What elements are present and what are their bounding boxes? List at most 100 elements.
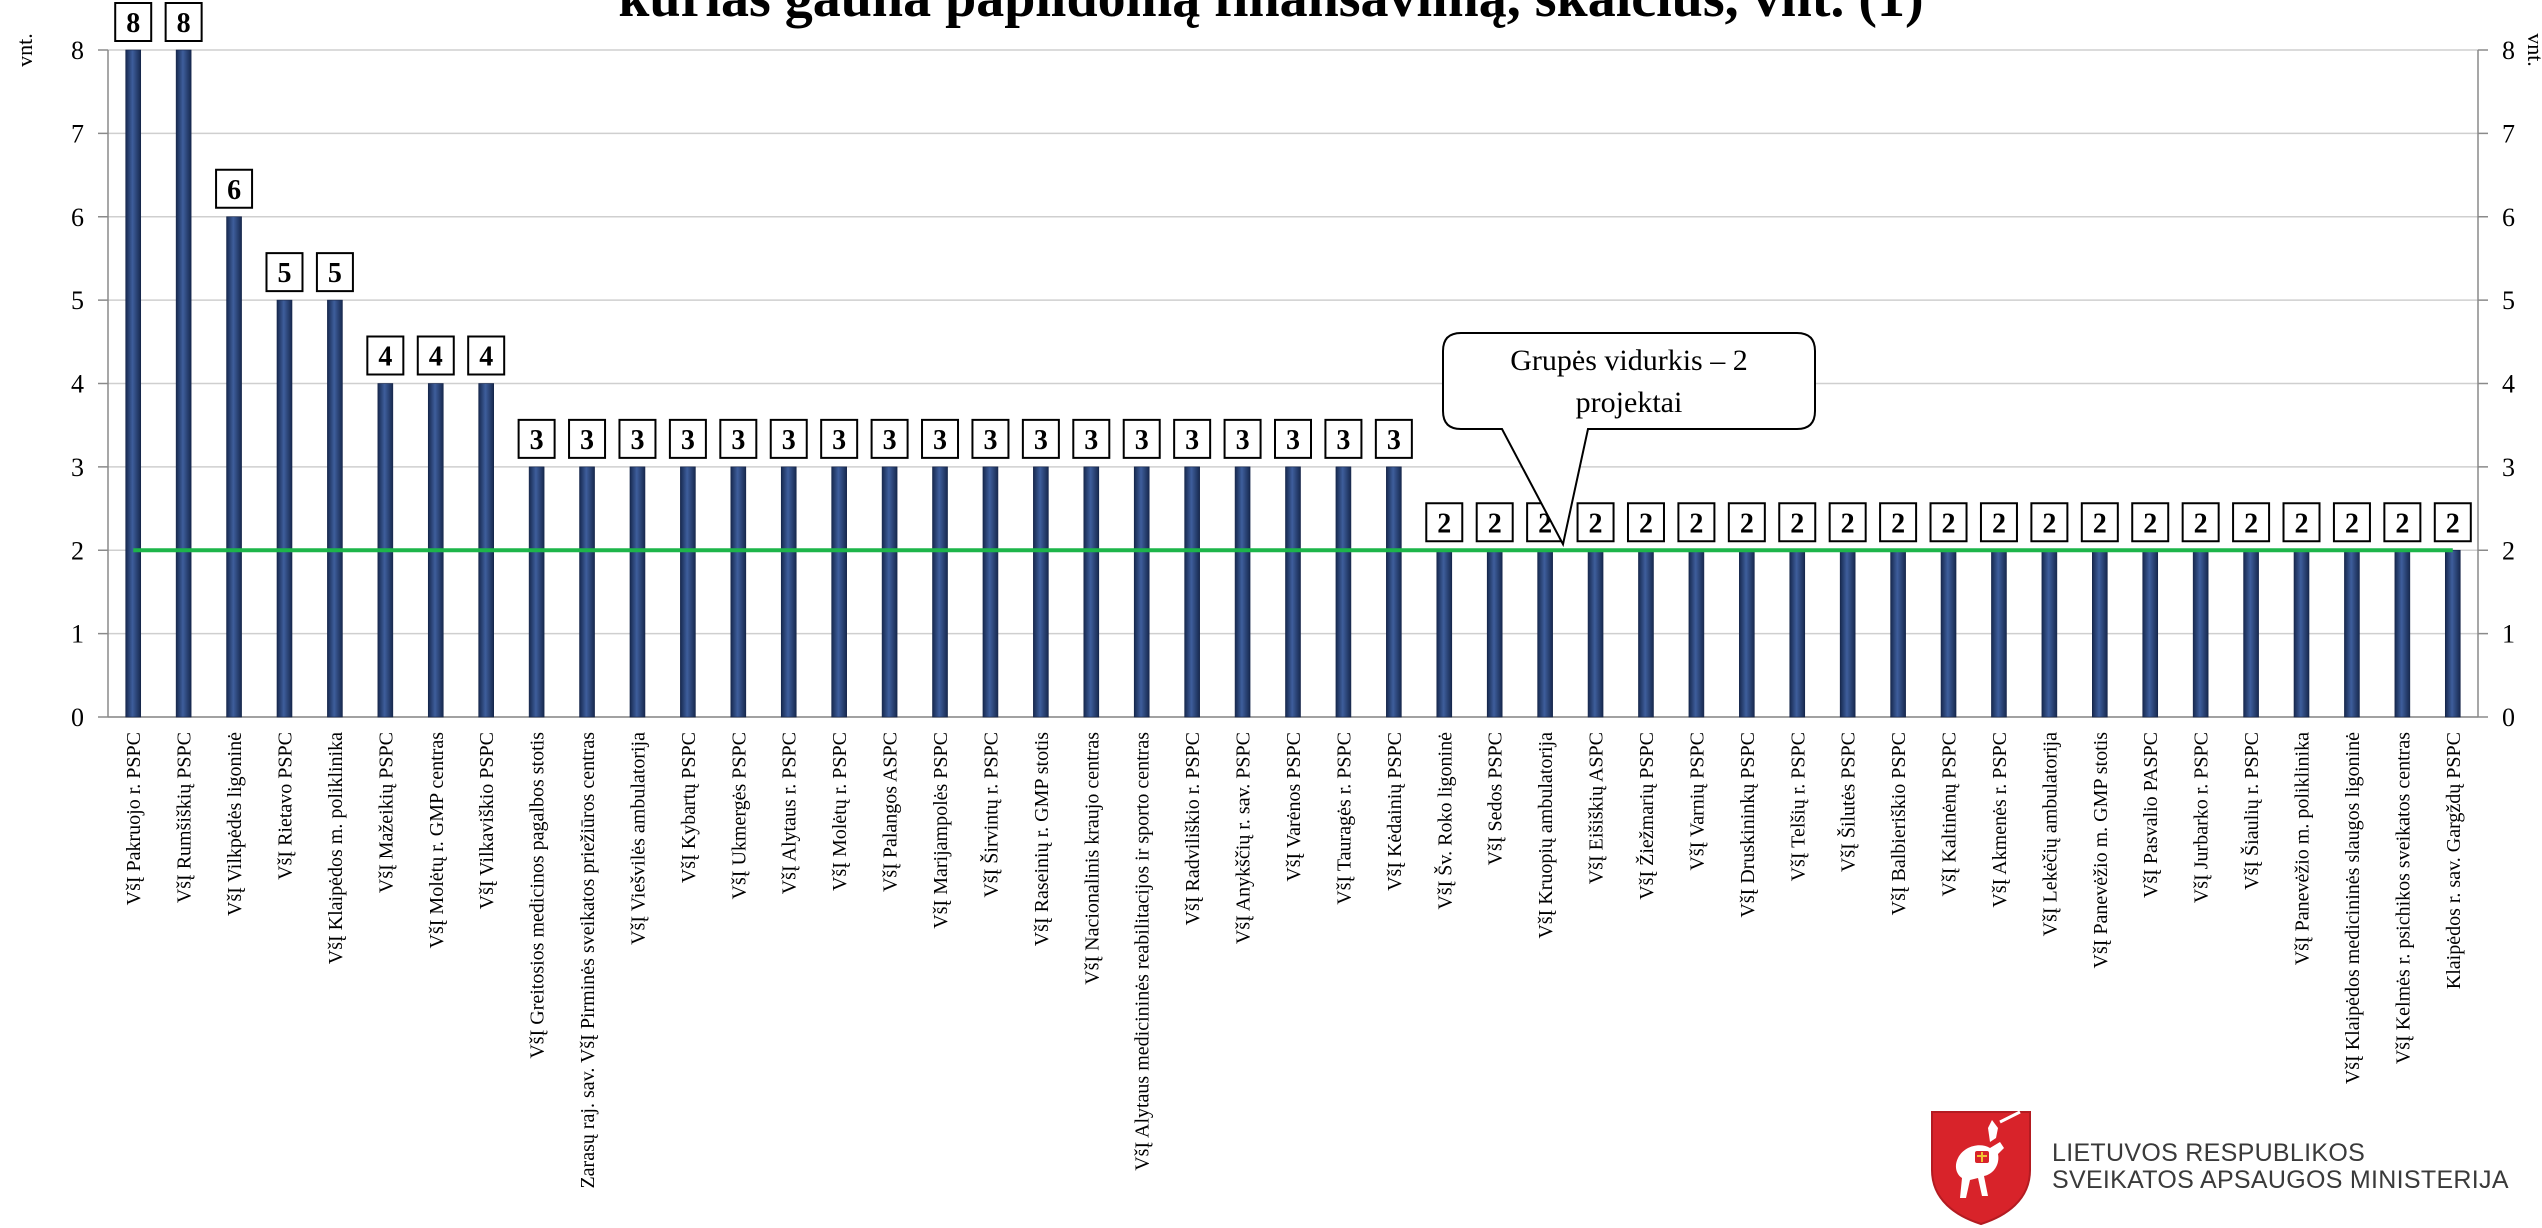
data-label: 3: [1236, 425, 1250, 456]
ministry-name-line-2: SVEIKATOS APSAUGOS MINISTERIJA: [2052, 1166, 2509, 1194]
category-label: VšĮ Druskininkų PSPC: [1737, 732, 1759, 918]
category-label: VšĮ Pakruojo r. PSPC: [123, 732, 145, 905]
data-label: 2: [1689, 508, 1703, 539]
y-tick-label-left: 2: [71, 536, 84, 565]
category-label: VšĮ Vilkpėdės ligoninė: [224, 732, 246, 916]
bar: [2293, 549, 2310, 718]
bar: [1285, 466, 1301, 718]
data-label-box: [1223, 418, 1262, 459]
bar: [1436, 549, 1453, 718]
vytis-coat-of-arms-icon: [1931, 1110, 2031, 1226]
category-label: VšĮ Šilutės PSPC: [1836, 732, 1860, 872]
data-label: 2: [2143, 508, 2157, 539]
data-label: 2: [1891, 508, 1905, 539]
bar: [2142, 549, 2159, 718]
category-label: VšĮ Kėdainių PSPC: [1384, 732, 1406, 891]
data-label-box: [2433, 502, 2472, 543]
category-label: VšĮ Palangos ASPC: [880, 732, 902, 892]
data-label: 2: [1841, 508, 1855, 539]
category-label: VšĮ Mažeikių PSPC: [375, 732, 397, 893]
data-label: 2: [1437, 508, 1451, 539]
data-label: 3: [883, 425, 897, 456]
bar: [327, 299, 343, 718]
category-label: VšĮ Alytaus medicininės reabilitacijos i…: [1132, 732, 1154, 1171]
category-label: VšĮ Eišiškių ASPC: [1586, 732, 1608, 884]
bar: [831, 466, 847, 718]
data-label-box: [618, 418, 657, 459]
bar: [1386, 466, 1402, 718]
bar: [1890, 549, 1906, 718]
data-label: 3: [933, 425, 947, 456]
bar: [2444, 549, 2461, 718]
bar: [1234, 466, 1251, 718]
bar: [2394, 549, 2411, 718]
data-label-box: [870, 418, 909, 459]
data-label-box: [215, 168, 254, 209]
bar: [1638, 549, 1654, 718]
category-labels: VšĮ Pakruojo r. PSPC VšĮ Rumšiškių PSPC Vš…: [123, 732, 2465, 1189]
bar: [2344, 549, 2360, 718]
data-label-box: [164, 2, 203, 42]
average-callout-text: projektai: [1576, 386, 1683, 419]
data-label-box: [1324, 418, 1363, 459]
average-callout-text: Grupės vidurkis – 2: [1510, 344, 1747, 377]
bar: [680, 466, 696, 718]
data-label: 3: [731, 425, 745, 456]
data-label: 2: [1942, 508, 1956, 539]
y-tick-label-right: 0: [2502, 703, 2515, 732]
category-label: VšĮ Viešvilės ambulatorija: [627, 732, 649, 945]
data-label: 2: [2042, 508, 2056, 539]
data-label-box: [568, 418, 607, 459]
category-label: VšĮ Pasvalio PASPC: [2140, 732, 2162, 898]
y-tick-label-right: 7: [2502, 119, 2515, 148]
data-label-box: [921, 418, 960, 459]
bar: [2243, 549, 2259, 718]
bar: [1083, 466, 1100, 718]
bar: [629, 466, 646, 718]
bar: [226, 216, 242, 718]
data-label-box: [1828, 502, 1867, 543]
data-label: 3: [983, 425, 997, 456]
y-axis-title-right: vnt.: [2523, 33, 2542, 67]
y-tick-label-left: 6: [71, 203, 84, 232]
bar: [1184, 466, 1200, 718]
category-label: VšĮ Akmenės r. PSPC: [1989, 732, 2011, 908]
data-label: 3: [1084, 425, 1098, 456]
bar: [2092, 549, 2108, 718]
data-label-box: [2030, 502, 2069, 543]
data-label-box: [114, 2, 153, 42]
data-label: 2: [2244, 508, 2258, 539]
data-label-box: [1425, 502, 1464, 543]
category-label: VšĮ Nacionalinis kraujo centras: [1081, 732, 1103, 985]
bar: [1537, 549, 1553, 718]
data-label: 3: [630, 425, 644, 456]
bar: [579, 466, 595, 718]
data-label: 2: [2446, 508, 2460, 539]
y-tick-label-left: 4: [71, 370, 84, 399]
data-label: 2: [2395, 508, 2409, 539]
data-label-box: [2332, 502, 2371, 543]
data-label-box: [1374, 418, 1413, 459]
data-label-box: [820, 418, 859, 459]
bar: [1839, 549, 1856, 718]
data-label: 2: [1589, 508, 1603, 539]
data-label-box: [1727, 502, 1766, 543]
bar: [932, 466, 948, 718]
data-label: 3: [681, 425, 695, 456]
category-label: VšĮ Balbieriškio PSPC: [1888, 732, 1910, 915]
y-tick-label-right: 6: [2502, 203, 2515, 232]
category-label: VšĮ Molėtų r. GMP centras: [426, 732, 448, 949]
y-tick-label-right: 1: [2502, 620, 2515, 649]
chart-title: kurias gauna papildomą finansavimą, skai…: [0, 0, 2542, 30]
data-label: 2: [1740, 508, 1754, 539]
data-label-box: [265, 252, 304, 293]
data-label: 3: [580, 425, 594, 456]
y-tick-label-right: 8: [2502, 36, 2515, 65]
bar: [276, 299, 293, 718]
category-label: VšĮ Kelmės r. psichikos sveikatos centra…: [2392, 732, 2414, 1064]
data-label: 3: [1034, 425, 1048, 456]
category-label: VšĮ Lekėčių ambulatorija: [2039, 732, 2061, 936]
bar: [1486, 549, 1503, 718]
category-label: Zarasų raj. sav. VšĮ Pirminės sveikatos …: [577, 732, 599, 1189]
